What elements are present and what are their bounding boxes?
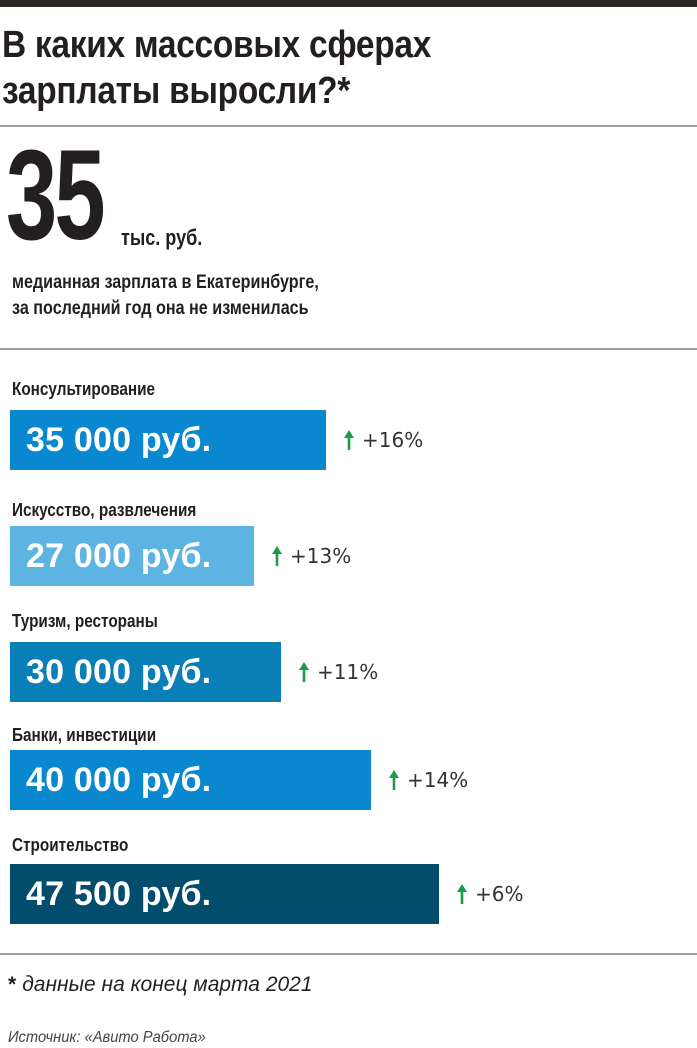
median-salary-caption: медианная зарплата в Екатеринбурге, за п… <box>12 270 403 322</box>
arrow-up-icon <box>299 662 309 682</box>
title-line-1: В каких массовых сферах <box>2 24 432 66</box>
median-salary-value: 35 <box>6 124 106 267</box>
bar-label: Искусство, развлечения <box>12 500 197 520</box>
arrow-up-icon <box>389 770 399 790</box>
salary-bar: 47 500 руб. <box>10 864 439 924</box>
growth-percent: +14% <box>407 768 469 792</box>
caption-line-1: медианная зарплата в Екатеринбурге, <box>12 272 319 293</box>
bar-label: Консультирование <box>12 379 155 399</box>
bar-value: 40 000 руб. <box>26 760 212 799</box>
bar-value: 27 000 руб. <box>26 536 212 575</box>
title-line-2: зарплаты выросли?* <box>2 70 351 112</box>
growth-indicator: +16% <box>344 428 423 452</box>
bar-value: 35 000 руб. <box>26 420 212 459</box>
median-salary-unit: тыс. руб. <box>121 225 203 250</box>
growth-indicator: +6% <box>457 882 524 906</box>
caption-line-2: за последний год она не изменилась <box>12 298 309 319</box>
arrow-up-icon <box>457 884 467 904</box>
arrow-up-icon <box>344 430 354 450</box>
divider <box>0 125 697 127</box>
growth-percent: +13% <box>290 544 352 568</box>
bar-label: Строительство <box>12 835 129 855</box>
arrow-up-icon <box>272 546 282 566</box>
footnote-star: * <box>8 973 17 996</box>
page-title: В каких массовых сферах зарплаты выросли… <box>2 22 609 114</box>
bar-value: 47 500 руб. <box>26 874 212 913</box>
growth-percent: +11% <box>317 660 379 684</box>
salary-bar: 27 000 руб. <box>10 526 254 586</box>
growth-percent: +16% <box>362 428 424 452</box>
footnote: * данные на конец марта 2021 <box>8 972 313 998</box>
salary-bar: 30 000 руб. <box>10 642 281 702</box>
growth-indicator: +14% <box>389 768 468 792</box>
divider <box>0 348 697 350</box>
footnote-text: данные на конец марта 2021 <box>22 973 313 996</box>
salary-bar: 40 000 руб. <box>10 750 371 810</box>
bar-label: Туризм, рестораны <box>12 611 158 631</box>
bar-label: Банки, инвестиции <box>12 725 157 745</box>
source-credit: Источник: «Авито Работа» <box>8 1029 206 1046</box>
top-bar <box>0 0 697 7</box>
growth-percent: +6% <box>475 882 524 906</box>
growth-indicator: +13% <box>272 544 351 568</box>
bar-value: 30 000 руб. <box>26 652 212 691</box>
growth-indicator: +11% <box>299 660 378 684</box>
salary-bar: 35 000 руб. <box>10 410 326 470</box>
divider <box>0 953 697 955</box>
